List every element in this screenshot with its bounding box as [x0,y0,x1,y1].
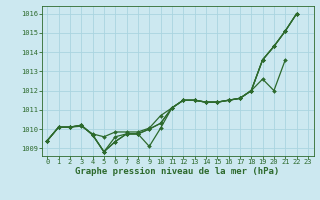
X-axis label: Graphe pression niveau de la mer (hPa): Graphe pression niveau de la mer (hPa) [76,167,280,176]
